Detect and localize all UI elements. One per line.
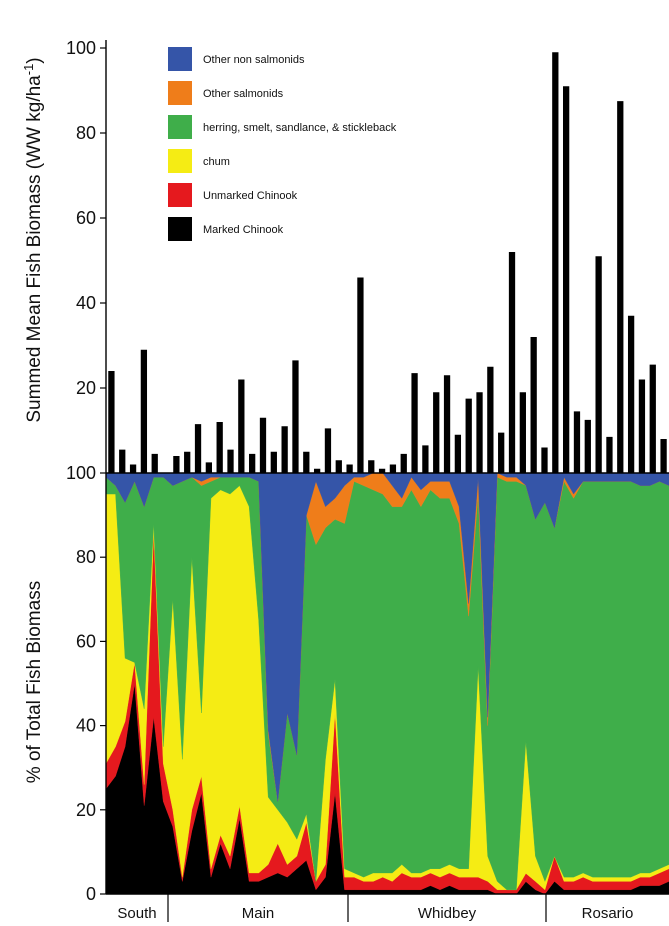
top-y-tick-label: 20 <box>76 378 96 398</box>
region-label-south: South <box>117 905 156 922</box>
biomass-bar <box>216 422 223 473</box>
top-y-tick-label: 100 <box>66 38 96 58</box>
region-label-rosario: Rosario <box>582 905 634 922</box>
biomass-bar <box>465 398 472 474</box>
biomass-bar <box>313 468 321 473</box>
biomass-bar <box>281 426 288 473</box>
bottom-y-tick-label: 40 <box>76 716 96 736</box>
legend-label: Other non salmonids <box>203 54 305 66</box>
biomass-bar <box>368 460 375 473</box>
top-y-axis-label: Summed Mean Fish Biomass (WW kg/ha-1) <box>21 57 45 422</box>
legend-swatch <box>168 149 192 173</box>
biomass-bar <box>519 392 526 473</box>
biomass-bar <box>552 52 559 473</box>
legend-label: Marked Chinook <box>203 224 284 236</box>
bottom-y-tick-label: 80 <box>76 547 96 567</box>
biomass-bar <box>357 277 364 473</box>
top-y-axis-label-close: ) <box>24 57 45 63</box>
biomass-bar <box>292 360 299 474</box>
biomass-bar <box>227 449 234 474</box>
bottom-y-axis-label: % of Total Fish Biomass <box>24 581 45 783</box>
legend-label: chum <box>203 156 230 168</box>
biomass-bar <box>508 252 516 473</box>
biomass-bar <box>324 428 332 474</box>
biomass-bar <box>151 453 158 474</box>
biomass-bar <box>389 464 397 473</box>
region-labels: South Main Whidbey Rosario <box>117 894 633 922</box>
biomass-bar <box>378 468 386 473</box>
biomass-bar <box>108 371 115 473</box>
biomass-bar <box>129 464 137 473</box>
legend-label: Other salmonids <box>203 88 284 100</box>
biomass-bar <box>249 453 256 474</box>
biomass-bar <box>638 379 646 473</box>
composition-areas <box>105 472 669 895</box>
tick-labels: 100 80 60 40 20 100 80 60 40 20 0 <box>66 38 96 904</box>
bottom-y-tick-label: 20 <box>76 800 96 820</box>
legend-swatch <box>168 183 192 207</box>
legend-label: Unmarked Chinook <box>203 190 298 202</box>
top-y-tick-label: 80 <box>76 123 96 143</box>
legend-swatch <box>168 115 192 139</box>
region-label-whidbey: Whidbey <box>418 905 477 922</box>
biomass-bar <box>454 434 462 473</box>
region-label-main: Main <box>242 905 275 922</box>
biomass-bars <box>108 52 667 474</box>
biomass-bar <box>443 375 451 473</box>
bottom-y-tick-label: 0 <box>86 884 96 904</box>
bottom-y-tick-label: 60 <box>76 631 96 651</box>
biomass-bar <box>563 86 570 473</box>
legend-swatch <box>168 47 192 71</box>
biomass-bar <box>303 451 310 473</box>
biomass-bar <box>422 445 429 474</box>
biomass-bar <box>541 447 548 473</box>
biomass-bar <box>205 462 212 474</box>
top-y-axis-label-superscript: -1 <box>21 64 36 76</box>
bottom-y-tick-label: 100 <box>66 463 96 483</box>
biomass-bar <box>595 256 602 473</box>
biomass-bar <box>617 101 624 474</box>
biomass-bar <box>660 439 667 473</box>
biomass-bar <box>238 379 245 473</box>
biomass-bar <box>270 451 277 473</box>
biomass-bar <box>498 432 505 474</box>
biomass-bar <box>411 373 418 474</box>
biomass-bar <box>627 315 635 473</box>
biomass-bar <box>433 392 440 473</box>
biomass-bar <box>194 424 202 474</box>
top-y-tick-label: 60 <box>76 208 96 228</box>
biomass-bar <box>476 392 483 473</box>
legend-swatch <box>168 81 192 105</box>
biomass-bar <box>173 456 180 473</box>
biomass-bar <box>649 364 656 474</box>
biomass-bar <box>487 366 494 473</box>
biomass-bar <box>530 337 537 473</box>
biomass-bar <box>140 349 148 473</box>
legend-swatch <box>168 217 192 241</box>
legend: Other non salmonids Other salmonids herrin… <box>168 47 397 241</box>
biomass-bar <box>119 449 126 474</box>
legend-label: herring, smelt, sandlance, & stickleback <box>203 122 397 134</box>
biomass-bar <box>400 453 407 474</box>
axes <box>100 40 669 895</box>
biomass-bar <box>335 460 342 473</box>
top-y-tick-label: 40 <box>76 293 96 313</box>
biomass-bar <box>184 451 191 473</box>
biomass-bar <box>584 419 591 474</box>
biomass-bar <box>573 411 581 474</box>
biomass-bar <box>346 464 353 473</box>
biomass-bar <box>606 436 613 474</box>
biomass-bar <box>259 417 267 473</box>
